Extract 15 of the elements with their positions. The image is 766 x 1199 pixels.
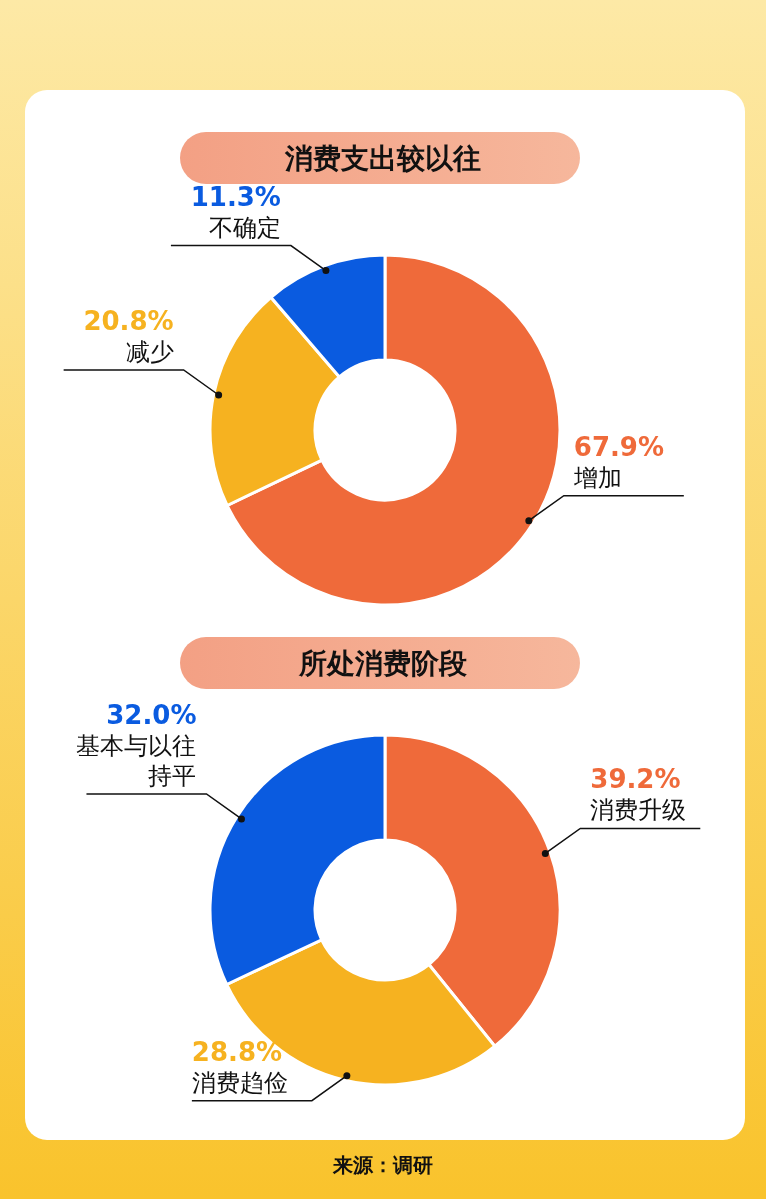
data-label: 67.9% xyxy=(573,431,665,462)
source-note: 来源：调研 xyxy=(332,1153,433,1177)
data-label: 28.8% xyxy=(191,1036,283,1067)
data-label: 20.8% xyxy=(83,306,174,336)
slice-label: 消费升级 xyxy=(590,796,687,825)
data-label: 39.2% xyxy=(590,764,681,795)
slice-label: 基本与以往持平 xyxy=(76,731,197,790)
slice-label: 减少 xyxy=(125,338,174,366)
slice-label: 增加 xyxy=(572,463,622,492)
slice-label: 不确定 xyxy=(208,213,281,242)
data-label: 32.0% xyxy=(106,699,197,730)
chart-title: 所处消费阶段 xyxy=(298,647,468,680)
chart-title: 消费支出较以往 xyxy=(284,142,481,175)
slice-label: 消费趋俭 xyxy=(191,1068,288,1097)
data-label: 11.3% xyxy=(190,181,281,212)
